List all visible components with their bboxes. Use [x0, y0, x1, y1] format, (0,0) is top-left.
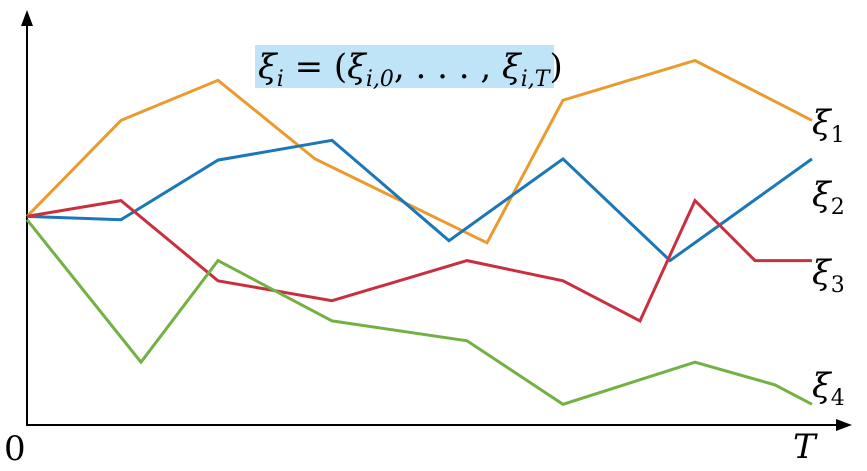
series-layer	[25, 58, 813, 406]
series-path-xi4	[25, 218, 813, 406]
series-label-xi4: ξ4	[812, 366, 845, 411]
title-formula-highlight	[255, 45, 554, 88]
y-axis-arrowhead	[21, 10, 33, 26]
title-formula-text: ξi = (ξi,0, . . . , ξi,T)	[258, 47, 563, 92]
series-label-xi3: ξ3	[812, 253, 845, 298]
series-labels: ξ1 ξ2 ξ3 ξ4	[812, 103, 845, 411]
origin-label: 0	[4, 429, 26, 469]
series-path-xi2	[26, 138, 813, 263]
series-label-xi2: ξ2	[812, 175, 845, 220]
series-label-xi1: ξ1	[812, 103, 845, 148]
title-formula: ξi = (ξi,0, . . . , ξi,T)	[255, 45, 563, 92]
x-axis-arrowhead	[836, 419, 852, 431]
x-end-label: T	[793, 427, 818, 467]
series-path-xi3	[26, 198, 812, 323]
axes: 0 T	[4, 10, 852, 469]
